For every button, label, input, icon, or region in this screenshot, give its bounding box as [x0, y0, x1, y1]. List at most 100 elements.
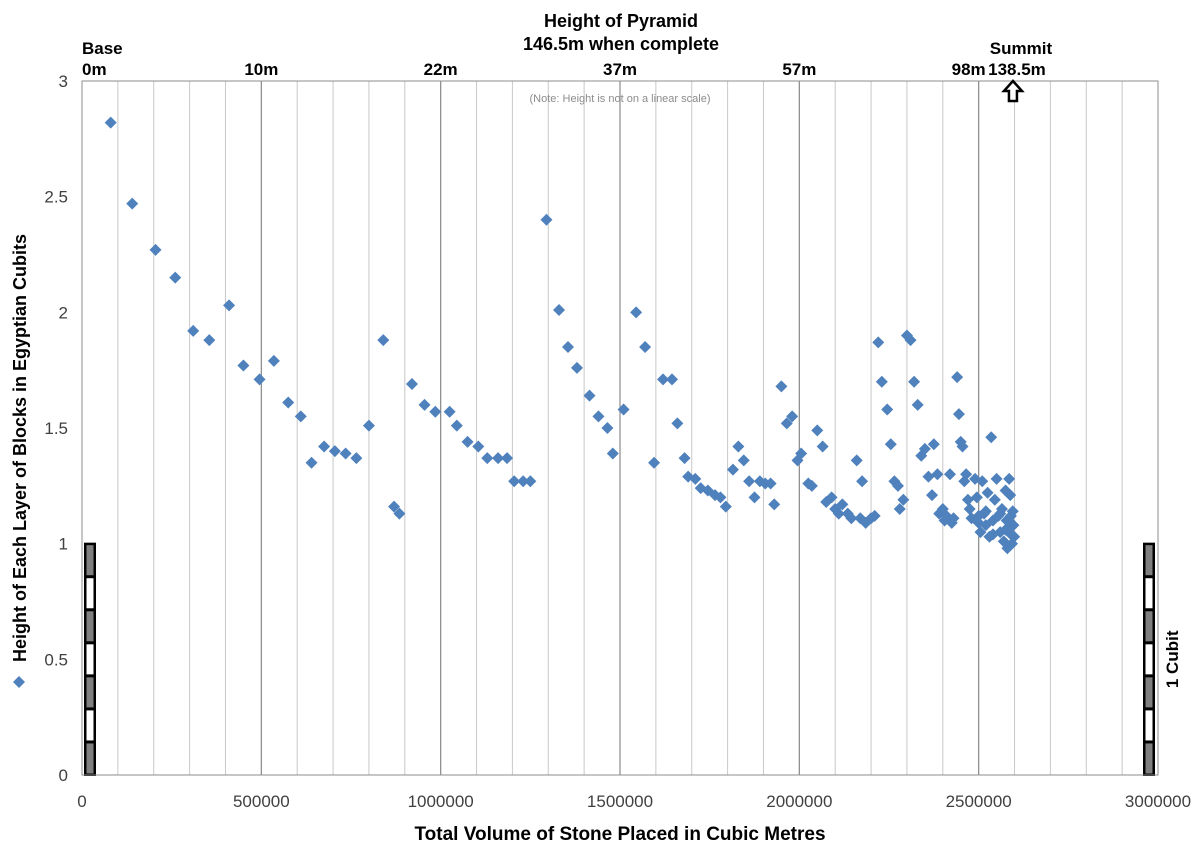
data-point [816, 440, 829, 453]
x-tick-label: 3000000 [1125, 792, 1191, 811]
data-point [714, 491, 727, 504]
data-point [732, 440, 745, 453]
data-point [875, 375, 888, 388]
data-point [974, 526, 987, 539]
data-point [657, 373, 670, 386]
data-point [956, 440, 969, 453]
data-point [630, 306, 643, 319]
y-tick-label: 0.5 [44, 650, 68, 669]
data-point [884, 438, 897, 451]
x-axis-title: Total Volume of Stone Placed in Cubic Me… [414, 824, 825, 843]
data-point [780, 417, 793, 430]
data-point [472, 440, 485, 453]
cubit-bars [84, 542, 1155, 776]
data-point [282, 396, 295, 409]
top-axis-subtitle: 146.5m when complete [523, 34, 719, 54]
data-point [825, 491, 838, 504]
data-point [617, 403, 630, 416]
data-point [524, 475, 537, 488]
grid-lines [117, 81, 1123, 775]
data-point [987, 528, 1000, 541]
data-point [726, 463, 739, 476]
y-axis-title: Height of Each Layer of Blocks in Egypti… [10, 234, 30, 662]
y-tick-label: 2 [59, 303, 68, 322]
data-point [943, 468, 956, 481]
data-point [947, 512, 960, 525]
data-point [931, 468, 944, 481]
data-point [856, 475, 869, 488]
data-point [972, 516, 985, 529]
data-point [927, 438, 940, 451]
data-point [253, 373, 266, 386]
data-point [450, 419, 463, 432]
data-point [237, 359, 250, 372]
data-point [960, 468, 973, 481]
data-point [908, 375, 921, 388]
data-point [775, 380, 788, 393]
y-tick-label: 3 [59, 72, 68, 91]
data-point [429, 405, 442, 418]
data-point [678, 452, 691, 465]
data-point [845, 512, 858, 525]
cubit-bar-segment [86, 677, 94, 708]
data-point [689, 472, 702, 485]
data-point [187, 324, 200, 337]
top-axis-title: Height of Pyramid [544, 11, 698, 31]
data-point [418, 398, 431, 411]
data-point [362, 419, 375, 432]
x-tick-label: 0 [77, 792, 86, 811]
top-axis-label: 22m [424, 60, 458, 79]
cubit-bar-segment [86, 743, 94, 774]
data-point [805, 479, 818, 492]
data-point [891, 479, 904, 492]
top-axis-label: 138.5m [988, 60, 1046, 79]
data-point [748, 491, 761, 504]
data-point [294, 410, 307, 423]
data-point [979, 505, 992, 518]
data-point [897, 493, 910, 506]
data-point [961, 493, 974, 506]
data-point [872, 336, 885, 349]
data-point [1007, 519, 1020, 532]
data-point [951, 371, 964, 384]
top-axis-label: 37m [603, 60, 637, 79]
data-point [1006, 505, 1019, 518]
data-point [388, 500, 401, 513]
cubit-bar-segment [1145, 677, 1153, 708]
data-point [893, 502, 906, 515]
data-point [540, 213, 553, 226]
cubit-bar-segment [1145, 545, 1153, 576]
x-tick-label: 1500000 [587, 792, 653, 811]
data-point [223, 299, 236, 312]
data-point [795, 447, 808, 460]
data-point [561, 341, 574, 354]
data-point [970, 491, 983, 504]
data-point [1004, 489, 1017, 502]
data-point [1003, 472, 1016, 485]
data-point [481, 452, 494, 465]
data-point [553, 304, 566, 317]
x-tick-label: 500000 [233, 792, 290, 811]
data-point [104, 116, 117, 129]
data-point [169, 271, 182, 284]
data-point [328, 445, 341, 458]
cubit-bar-segment [86, 644, 94, 675]
data-point [743, 475, 756, 488]
x-tick-label: 2500000 [946, 792, 1012, 811]
data-point [318, 440, 331, 453]
data-point [639, 341, 652, 354]
x-tick-label: 2000000 [766, 792, 832, 811]
data-point [868, 509, 881, 522]
legend-marker [13, 676, 25, 688]
data-point [606, 447, 619, 460]
data-point [737, 454, 750, 467]
data-point [393, 507, 406, 520]
data-point [768, 498, 781, 511]
cubit-bar-segment [86, 578, 94, 609]
data-point [850, 454, 863, 467]
top-axis-label: 0m [82, 60, 107, 79]
data-point [305, 456, 318, 469]
data-point [881, 403, 894, 416]
cubit-bar-segment [1145, 743, 1153, 774]
